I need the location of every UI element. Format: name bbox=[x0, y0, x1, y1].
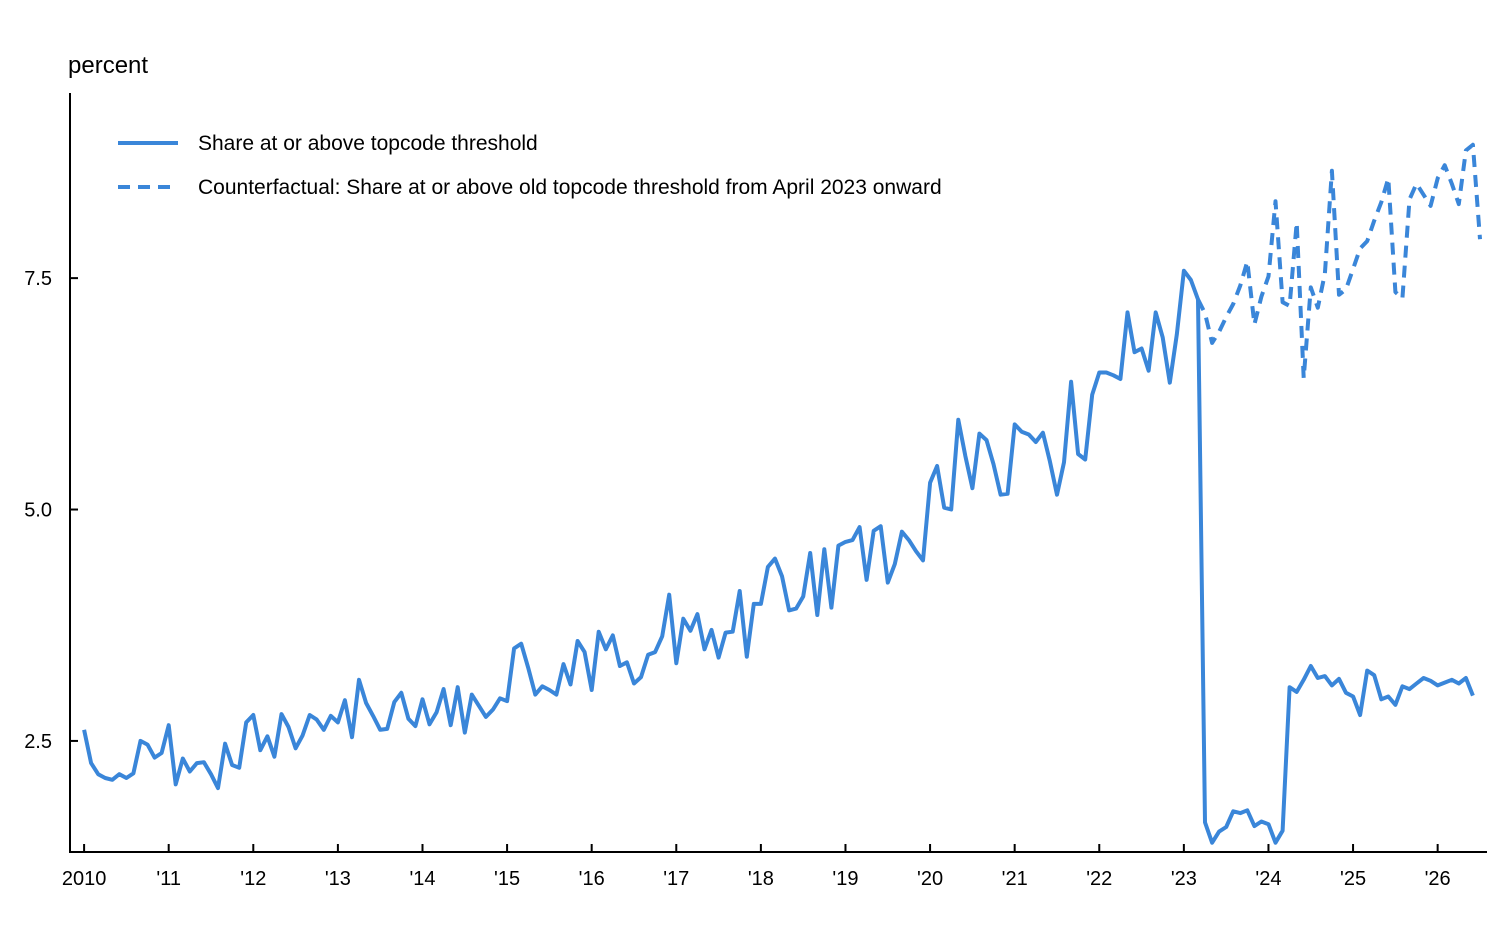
x-tick-label: '15 bbox=[494, 868, 520, 890]
x-tick-label: '11 bbox=[156, 868, 181, 890]
legend: Share at or above topcode threshold Coun… bbox=[118, 132, 942, 199]
x-tick-label: '16 bbox=[579, 868, 605, 890]
x-tick-label: '14 bbox=[409, 868, 435, 890]
x-tick-label: '23 bbox=[1171, 868, 1197, 890]
x-ticks: 2010 '11 '12 '13 '14 '15 '16 '17 '18 '19 '20 '21 '22… bbox=[62, 844, 1451, 890]
x-tick-label: '19 bbox=[832, 868, 858, 890]
y-axis-label: percent bbox=[68, 52, 148, 79]
legend-label-0: Share at or above topcode threshold bbox=[198, 132, 538, 155]
y-tick-label: 5.0 bbox=[24, 500, 52, 522]
x-tick-label: '12 bbox=[240, 868, 266, 890]
x-tick-label: '18 bbox=[748, 868, 774, 890]
y-tick-label: 2.5 bbox=[24, 731, 52, 753]
x-tick-label: '20 bbox=[917, 868, 943, 890]
x-tick-label: '25 bbox=[1340, 868, 1366, 890]
x-tick-label: '26 bbox=[1425, 868, 1451, 890]
x-tick-label: '22 bbox=[1086, 868, 1112, 890]
x-tick-label: 2010 bbox=[62, 868, 107, 890]
x-tick-label: '13 bbox=[325, 868, 351, 890]
legend-label-1: Counterfactual: Share at or above old to… bbox=[198, 176, 942, 199]
series-line-1 bbox=[1196, 142, 1482, 381]
series-layer bbox=[82, 142, 1482, 845]
y-tick-label: 7.5 bbox=[24, 268, 52, 290]
y-ticks: 2.5 5.0 7.5 bbox=[24, 268, 78, 753]
x-tick-label: '17 bbox=[663, 868, 689, 890]
series-line-0 bbox=[82, 268, 1475, 845]
x-tick-label: '24 bbox=[1255, 868, 1281, 890]
x-tick-label: '21 bbox=[1002, 868, 1028, 890]
